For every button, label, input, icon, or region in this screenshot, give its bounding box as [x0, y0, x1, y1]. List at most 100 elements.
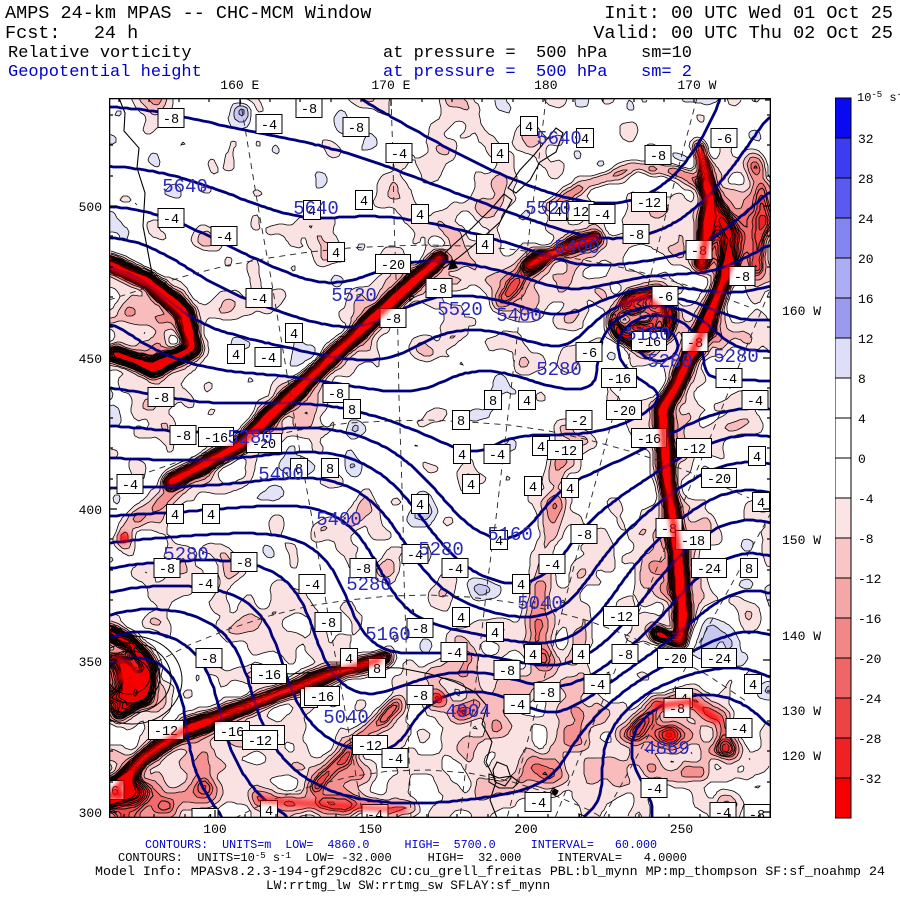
svg-text:-2: -2: [571, 415, 587, 430]
svg-text:5520: 5520: [331, 285, 377, 307]
svg-text:5160: 5160: [487, 524, 533, 546]
svg-text:-8: -8: [301, 103, 317, 118]
svg-text:-4: -4: [367, 809, 383, 818]
svg-text:4: 4: [207, 509, 215, 524]
svg-text:4: 4: [495, 535, 503, 550]
svg-text:-4: -4: [594, 209, 610, 224]
svg-text:-16: -16: [310, 691, 334, 706]
svg-text:-16: -16: [204, 432, 228, 447]
svg-text:5640: 5640: [536, 128, 582, 150]
svg-text:8: 8: [326, 463, 334, 478]
svg-text:-16: -16: [637, 433, 661, 448]
svg-text:-16: -16: [637, 336, 661, 351]
svg-text:-4: -4: [489, 449, 505, 464]
svg-text:-4: -4: [721, 373, 737, 388]
svg-text:-8: -8: [412, 623, 428, 638]
svg-text:5520: 5520: [525, 198, 571, 220]
svg-text:4: 4: [749, 679, 757, 694]
svg-text:-12: -12: [637, 197, 661, 212]
svg-text:-8: -8: [650, 150, 666, 165]
svg-text:-4: -4: [197, 578, 213, 593]
svg-text:-4: -4: [260, 352, 276, 367]
svg-text:-16: -16: [607, 373, 631, 388]
svg-text:-4: -4: [251, 293, 267, 308]
svg-text:-8: -8: [749, 809, 765, 818]
svg-text:4: 4: [491, 627, 499, 642]
svg-text:-20: -20: [663, 653, 687, 668]
svg-text:-20: -20: [707, 473, 731, 488]
svg-text:-6: -6: [581, 347, 597, 362]
svg-text:5040: 5040: [323, 707, 369, 729]
svg-text:-4: -4: [387, 753, 403, 768]
svg-text:-20: -20: [612, 405, 636, 420]
svg-text:-8: -8: [175, 430, 191, 445]
svg-text:-4: -4: [446, 647, 462, 662]
svg-text:-12: -12: [609, 611, 633, 626]
svg-text:-4: -4: [747, 395, 763, 410]
svg-text:-24: -24: [707, 653, 731, 668]
svg-text:4: 4: [171, 509, 179, 524]
svg-text:4: 4: [416, 209, 424, 224]
svg-text:4: 4: [517, 579, 525, 594]
svg-text:5280: 5280: [163, 544, 209, 566]
svg-text:-18: -18: [681, 535, 705, 550]
svg-text:8: 8: [295, 463, 303, 478]
svg-text:8: 8: [489, 395, 497, 410]
svg-text:4: 4: [525, 121, 533, 136]
svg-text:4: 4: [554, 206, 562, 221]
svg-text:-8: -8: [236, 557, 252, 572]
svg-text:-20: -20: [381, 259, 405, 274]
svg-text:5640: 5640: [162, 176, 208, 198]
svg-text:5400: 5400: [554, 237, 600, 259]
svg-text:8: 8: [373, 663, 381, 678]
svg-text:5280: 5280: [418, 539, 464, 561]
svg-text:5400: 5400: [496, 305, 542, 327]
svg-text:-8: -8: [153, 392, 169, 407]
svg-text:5280: 5280: [647, 351, 693, 373]
svg-text:5400: 5400: [316, 509, 362, 531]
svg-text:-4: -4: [216, 231, 232, 246]
svg-text:-8: -8: [734, 271, 750, 286]
svg-text:-4: -4: [530, 797, 546, 812]
svg-text:4: 4: [232, 349, 240, 364]
svg-text:-8: -8: [499, 665, 515, 680]
svg-text:-8: -8: [412, 690, 428, 705]
svg-text:4: 4: [523, 395, 531, 410]
svg-text:-4: -4: [646, 783, 662, 798]
svg-text:5280: 5280: [713, 346, 759, 368]
svg-text:-4: -4: [447, 563, 463, 578]
svg-text:-4: -4: [261, 119, 277, 134]
svg-text:4: 4: [308, 205, 316, 220]
svg-text:-24: -24: [697, 563, 721, 578]
svg-text:4: 4: [416, 499, 424, 514]
svg-text:-12: -12: [248, 735, 272, 750]
svg-text:4: 4: [332, 247, 340, 262]
svg-text:5280: 5280: [227, 427, 273, 449]
svg-text:5520: 5520: [437, 299, 483, 321]
svg-text:-20: -20: [252, 438, 276, 453]
svg-text:12: 12: [573, 206, 589, 221]
svg-text:-8: -8: [628, 229, 644, 244]
svg-text:-4: -4: [731, 723, 747, 738]
svg-text:5040: 5040: [517, 593, 563, 615]
svg-text:4: 4: [290, 328, 298, 343]
svg-text:-8: -8: [159, 563, 175, 578]
svg-text:-8: -8: [163, 113, 179, 128]
svg-text:8: 8: [457, 415, 465, 430]
svg-text:5280: 5280: [346, 574, 392, 596]
svg-text:4: 4: [529, 649, 537, 664]
svg-text:8: 8: [348, 404, 356, 419]
svg-text:4: 4: [457, 612, 465, 627]
svg-text:4: 4: [577, 649, 585, 664]
svg-text:-8: -8: [355, 563, 371, 578]
svg-text:4: 4: [481, 239, 489, 254]
svg-text:-8: -8: [201, 653, 217, 668]
svg-text:4: 4: [537, 441, 545, 456]
svg-text:4: 4: [757, 497, 765, 512]
svg-text:-4: -4: [163, 213, 179, 228]
svg-text:-12: -12: [358, 740, 382, 755]
svg-text:-12: -12: [553, 445, 577, 460]
svg-text:4: 4: [496, 148, 504, 163]
svg-text:5640: 5640: [293, 198, 339, 220]
svg-text:4: 4: [345, 653, 353, 668]
